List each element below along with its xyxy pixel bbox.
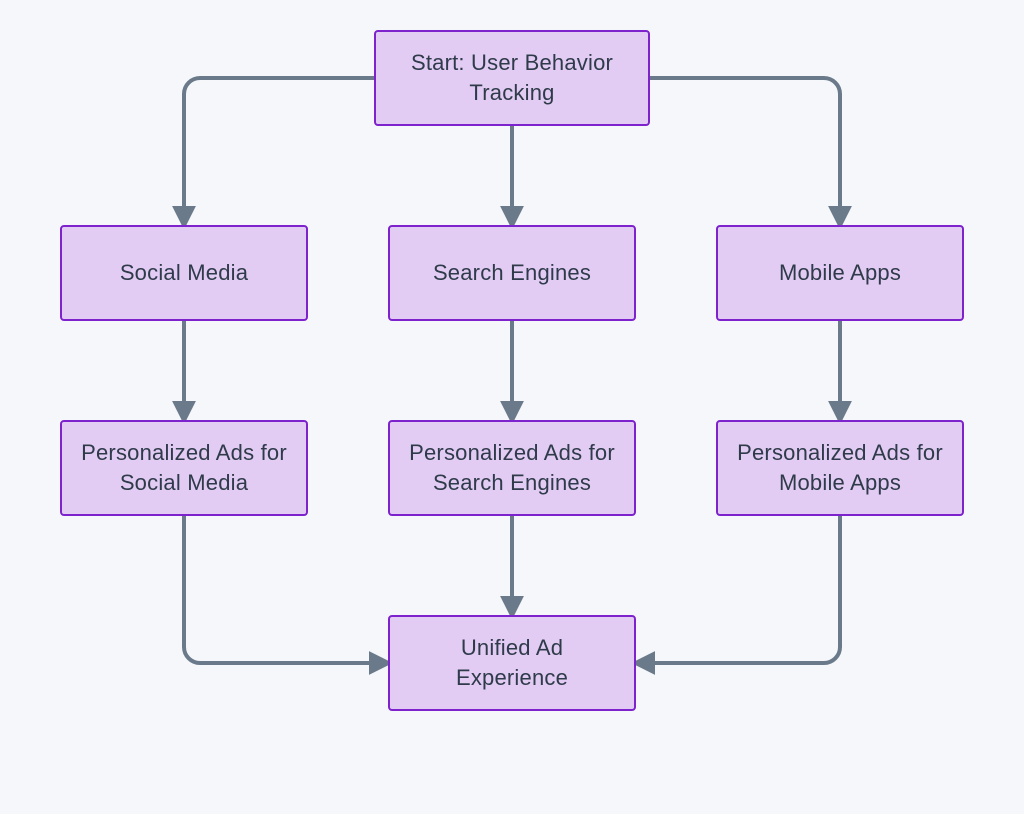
node-unified: Unified Ad Experience	[388, 615, 636, 711]
edge-p_mobile-to-unified	[636, 516, 840, 663]
node-social: Social Media	[60, 225, 308, 321]
node-p_social-label: Personalized Ads for Social Media	[74, 438, 294, 497]
node-start: Start: User Behavior Tracking	[374, 30, 650, 126]
node-p_mobile: Personalized Ads for Mobile Apps	[716, 420, 964, 516]
edge-start-to-social	[184, 78, 374, 225]
edge-p_social-to-unified	[184, 516, 388, 663]
node-mobile-label: Mobile Apps	[779, 258, 901, 288]
node-search: Search Engines	[388, 225, 636, 321]
node-mobile: Mobile Apps	[716, 225, 964, 321]
node-p_search-label: Personalized Ads for Search Engines	[402, 438, 622, 497]
edge-start-to-mobile	[650, 78, 840, 225]
node-social-label: Social Media	[120, 258, 248, 288]
node-search-label: Search Engines	[433, 258, 591, 288]
node-start-label: Start: User Behavior Tracking	[388, 48, 636, 107]
node-unified-label: Unified Ad Experience	[402, 633, 622, 692]
node-p_search: Personalized Ads for Search Engines	[388, 420, 636, 516]
node-p_mobile-label: Personalized Ads for Mobile Apps	[730, 438, 950, 497]
node-p_social: Personalized Ads for Social Media	[60, 420, 308, 516]
